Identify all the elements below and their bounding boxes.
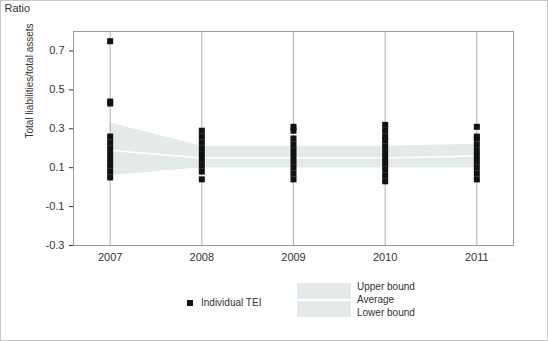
- svg-text:0.3: 0.3: [49, 122, 64, 134]
- html-text:Individual TEI: Individual TEI: [201, 297, 262, 308]
- svg-text:0.5: 0.5: [49, 83, 64, 95]
- svg-text:2010: 2010: [373, 251, 397, 263]
- svg-text:Total liabilities/total assets: Total liabilities/total assets: [24, 23, 35, 138]
- svg-text:2007: 2007: [98, 251, 122, 263]
- svg-text:2009: 2009: [281, 251, 305, 263]
- html-text:Upper bound: Upper bound: [357, 281, 415, 292]
- svg-text:-0.3: -0.3: [46, 239, 65, 251]
- svg-text:2011: 2011: [465, 251, 489, 263]
- html-text:Lower bound: Lower bound: [357, 307, 415, 318]
- svg-text:Ratio: Ratio: [5, 2, 31, 14]
- html-text:Average: Average: [357, 294, 395, 305]
- svg-text:2008: 2008: [190, 251, 214, 263]
- svg-text:0.1: 0.1: [49, 161, 64, 173]
- svg-text:0.7: 0.7: [49, 44, 64, 56]
- svg-text:-0.1: -0.1: [46, 200, 65, 212]
